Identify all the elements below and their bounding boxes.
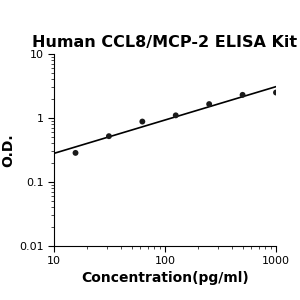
Title: Human CCL8/MCP-2 ELISA Kit: Human CCL8/MCP-2 ELISA Kit bbox=[32, 35, 298, 50]
Point bbox=[207, 102, 212, 106]
Point bbox=[140, 119, 145, 124]
Point bbox=[240, 92, 245, 97]
Point bbox=[173, 113, 178, 118]
Point bbox=[274, 90, 278, 95]
Y-axis label: O.D.: O.D. bbox=[1, 133, 15, 167]
Point bbox=[73, 151, 78, 155]
X-axis label: Concentration(pg/ml): Concentration(pg/ml) bbox=[81, 271, 249, 285]
Point bbox=[106, 134, 111, 139]
